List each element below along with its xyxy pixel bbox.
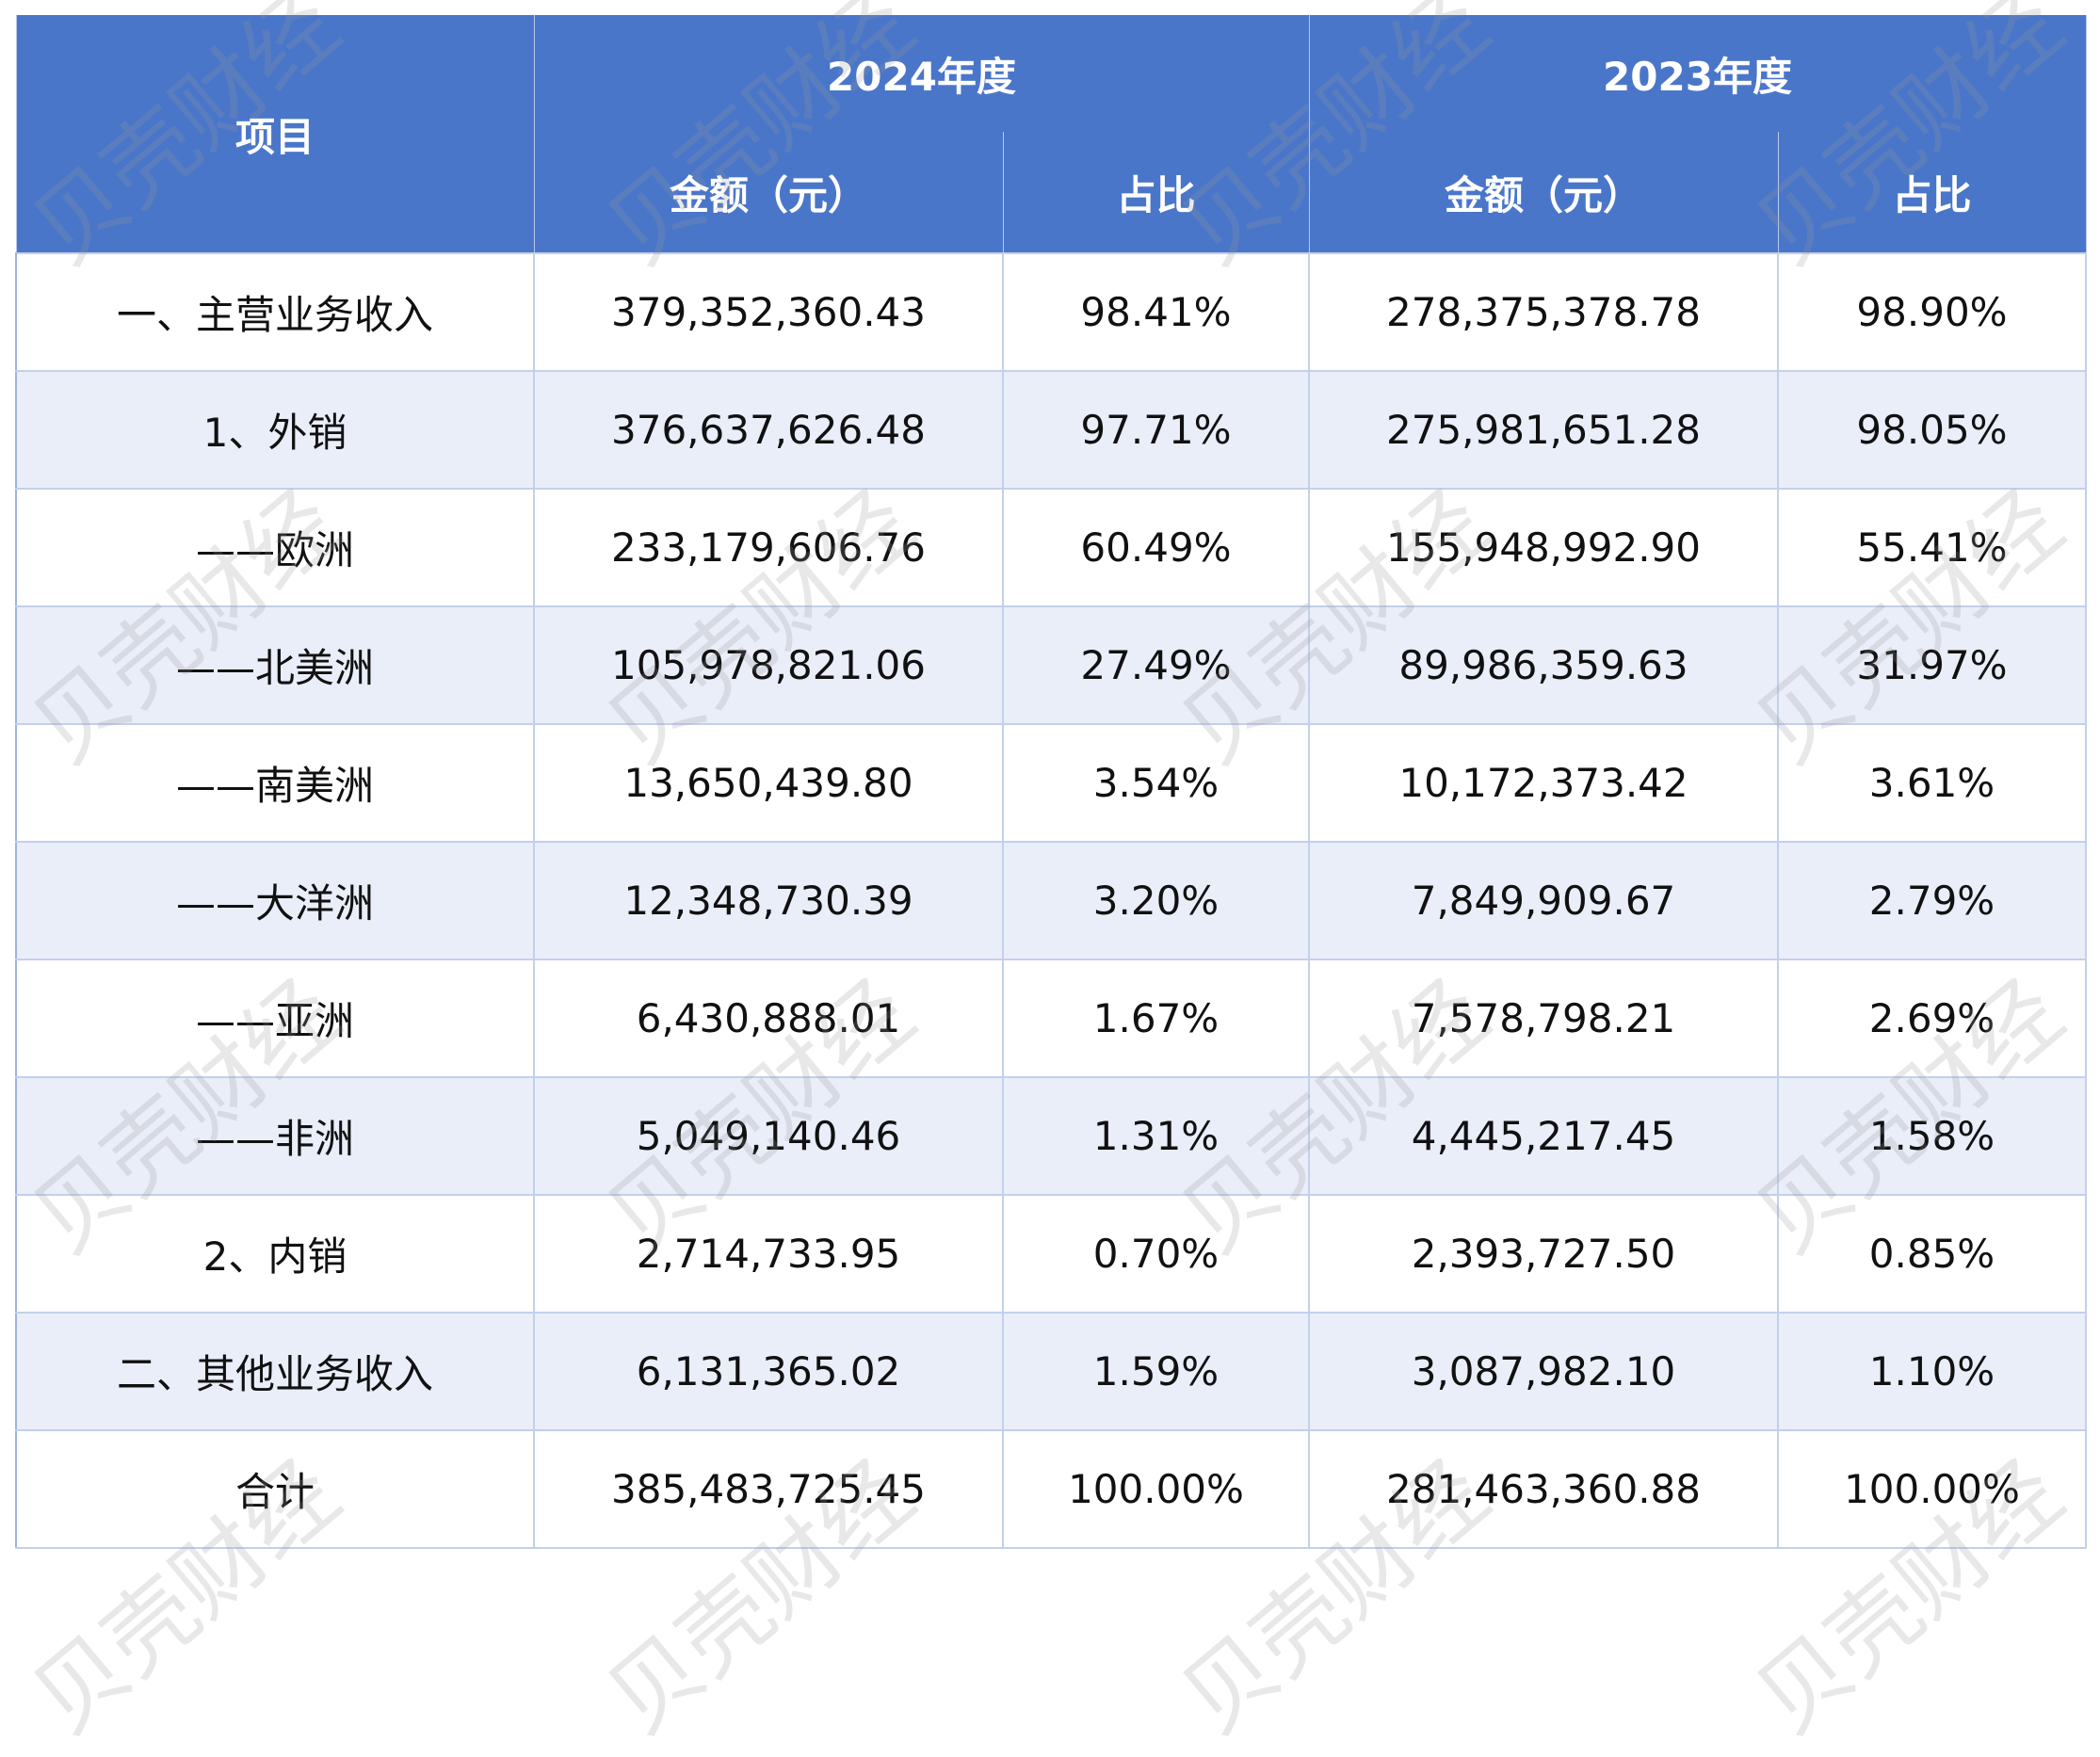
table-row: ——非洲 5,049,140.46 1.31% 4,445,217.45 1.58%	[15, 1076, 2087, 1196]
amount-2023-cell: 155,948,992.90	[1308, 488, 1779, 607]
ratio-2023-cell: 98.90%	[1777, 252, 2087, 372]
amount-2023-cell: 7,578,798.21	[1308, 959, 1779, 1078]
ratio-2023-cell: 0.85%	[1777, 1194, 2087, 1314]
table-row: ——欧洲 233,179,606.76 60.49% 155,948,992.90 55…	[15, 488, 2087, 607]
ratio-2023-cell: 98.05%	[1777, 370, 2087, 490]
table-row: 一、主营业务收入 379,352,360.43 98.41% 278,375,378.…	[15, 252, 2087, 372]
table-row: ——南美洲 13,650,439.80 3.54% 10,172,373.42 3.61…	[15, 723, 2087, 843]
ratio-2024-cell: 1.67%	[1002, 959, 1310, 1078]
ratio-2024-cell: 1.31%	[1002, 1076, 1310, 1196]
table-row: 2、内销 2,714,733.95 0.70% 2,393,727.50 0.85%	[15, 1194, 2087, 1314]
table-row: ——北美洲 105,978,821.06 27.49% 89,986,359.63 31…	[15, 605, 2087, 725]
amount-2023-cell: 278,375,378.78	[1308, 252, 1779, 372]
amount-2023-cell: 2,393,727.50	[1308, 1194, 1779, 1314]
ratio-2023-cell: 100.00%	[1777, 1429, 2087, 1549]
table-row: ——大洋洲 12,348,730.39 3.20% 7,849,909.67 2.79%	[15, 841, 2087, 960]
amount-2023-cell: 275,981,651.28	[1308, 370, 1779, 490]
item-cell: ——非洲	[15, 1076, 535, 1196]
revenue-by-region-table: 项目 2024年度 2023年度 金额（元） 占比 金额（元） 占比 一、主营业…	[15, 15, 2087, 1549]
ratio-2024-cell: 3.54%	[1002, 723, 1310, 843]
item-cell: 合计	[15, 1429, 535, 1549]
item-cell: 一、主营业务收入	[15, 252, 535, 372]
header-amount-2023: 金额（元）	[1308, 132, 1779, 253]
header-ratio-2024: 占比	[1002, 132, 1310, 253]
ratio-2024-cell: 97.71%	[1002, 370, 1310, 490]
table-row: 合计 385,483,725.45 100.00% 281,463,360.88 100…	[15, 1429, 2087, 1549]
amount-2024-cell: 6,131,365.02	[533, 1312, 1004, 1431]
table-row: 二、其他业务收入 6,131,365.02 1.59% 3,087,982.10 1.1…	[15, 1312, 2087, 1431]
amount-2024-cell: 2,714,733.95	[533, 1194, 1004, 1314]
amount-2023-cell: 7,849,909.67	[1308, 841, 1779, 960]
item-cell: ——北美洲	[15, 605, 535, 725]
amount-2024-cell: 376,637,626.48	[533, 370, 1004, 490]
ratio-2024-cell: 3.20%	[1002, 841, 1310, 960]
amount-2023-cell: 4,445,217.45	[1308, 1076, 1779, 1196]
amount-2024-cell: 385,483,725.45	[533, 1429, 1004, 1549]
ratio-2023-cell: 3.61%	[1777, 723, 2087, 843]
table-row: 1、外销 376,637,626.48 97.71% 275,981,651.28 98…	[15, 370, 2087, 490]
ratio-2024-cell: 60.49%	[1002, 488, 1310, 607]
amount-2024-cell: 6,430,888.01	[533, 959, 1004, 1078]
amount-2024-cell: 233,179,606.76	[533, 488, 1004, 607]
item-cell: ——亚洲	[15, 959, 535, 1078]
amount-2024-cell: 5,049,140.46	[533, 1076, 1004, 1196]
item-cell: ——欧洲	[15, 488, 535, 607]
item-cell: ——大洋洲	[15, 841, 535, 960]
header-item: 项目	[15, 15, 535, 253]
header-year-2024: 2024年度	[533, 15, 1310, 132]
amount-2023-cell: 3,087,982.10	[1308, 1312, 1779, 1431]
table-row: ——亚洲 6,430,888.01 1.67% 7,578,798.21 2.69%	[15, 959, 2087, 1078]
ratio-2024-cell: 98.41%	[1002, 252, 1310, 372]
item-cell: 2、内销	[15, 1194, 535, 1314]
amount-2024-cell: 105,978,821.06	[533, 605, 1004, 725]
ratio-2023-cell: 2.69%	[1777, 959, 2087, 1078]
ratio-2023-cell: 2.79%	[1777, 841, 2087, 960]
amount-2023-cell: 89,986,359.63	[1308, 605, 1779, 725]
ratio-2024-cell: 1.59%	[1002, 1312, 1310, 1431]
item-cell: 二、其他业务收入	[15, 1312, 535, 1431]
ratio-2024-cell: 100.00%	[1002, 1429, 1310, 1549]
amount-2024-cell: 379,352,360.43	[533, 252, 1004, 372]
ratio-2024-cell: 0.70%	[1002, 1194, 1310, 1314]
amount-2024-cell: 13,650,439.80	[533, 723, 1004, 843]
item-cell: 1、外销	[15, 370, 535, 490]
header-amount-2024: 金额（元）	[533, 132, 1004, 253]
amount-2023-cell: 10,172,373.42	[1308, 723, 1779, 843]
item-cell: ——南美洲	[15, 723, 535, 843]
amount-2023-cell: 281,463,360.88	[1308, 1429, 1779, 1549]
ratio-2024-cell: 27.49%	[1002, 605, 1310, 725]
header-year-2023: 2023年度	[1308, 15, 2087, 132]
amount-2024-cell: 12,348,730.39	[533, 841, 1004, 960]
header-ratio-2023: 占比	[1777, 132, 2087, 253]
ratio-2023-cell: 1.10%	[1777, 1312, 2087, 1431]
ratio-2023-cell: 55.41%	[1777, 488, 2087, 607]
ratio-2023-cell: 31.97%	[1777, 605, 2087, 725]
ratio-2023-cell: 1.58%	[1777, 1076, 2087, 1196]
